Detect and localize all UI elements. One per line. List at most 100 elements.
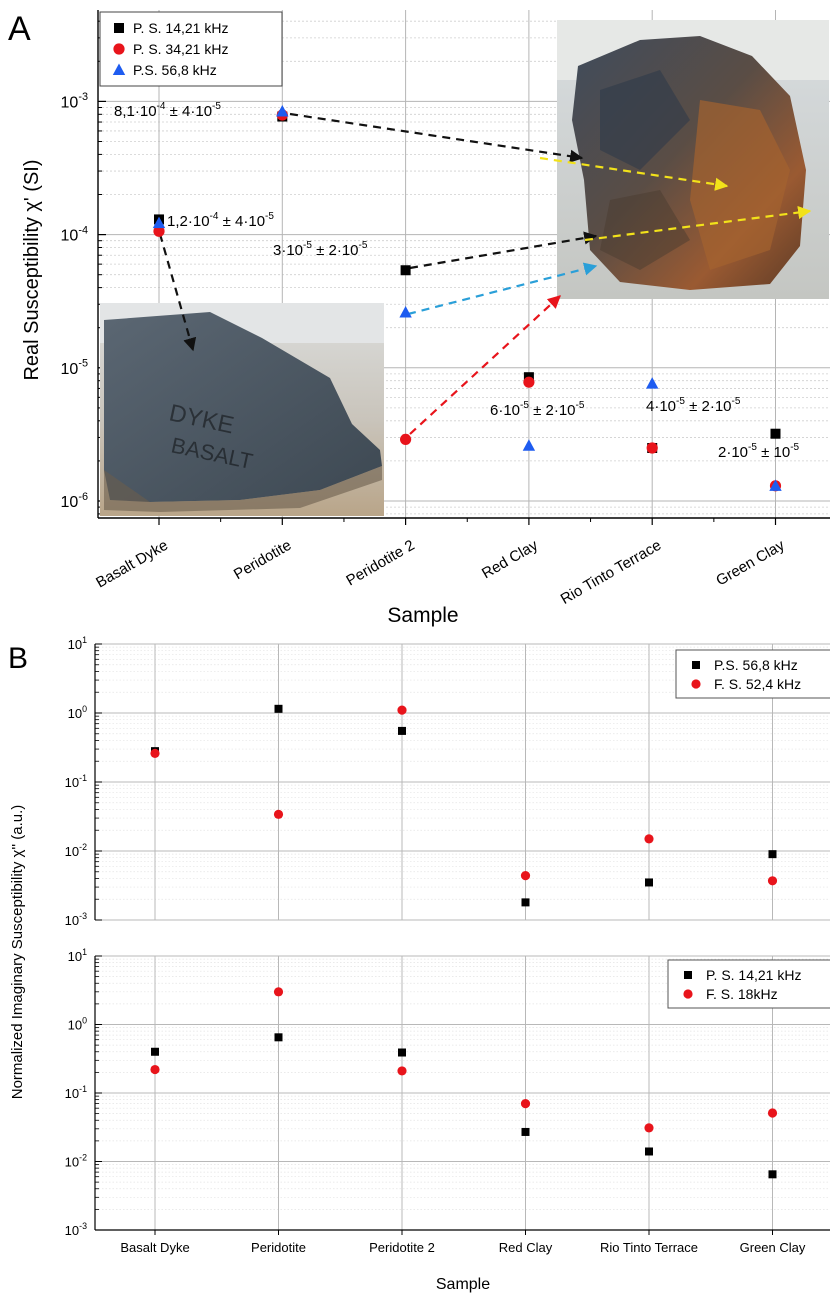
y-tick-label: 10-6: [61, 491, 88, 511]
series-1-point: [768, 850, 777, 859]
series-3-point: [152, 216, 166, 229]
legend-marker-1: [684, 971, 692, 979]
panel-a: A Basalt Dyke Peridotite Peridotite 2 Red C…: [8, 10, 830, 627]
y-tick-label: 10-1: [65, 1084, 87, 1101]
x-tick-label: Peridotite 2: [343, 537, 417, 590]
y-tick-label: 10-3: [65, 911, 87, 928]
black-dashed-arrow: [158, 233, 197, 352]
yellow-dashed-arrow: [539, 156, 729, 191]
panel-b-ylabel: Normalized Imaginary Susceptibility χ'' …: [9, 805, 26, 1100]
legend-box: [675, 649, 830, 699]
series-1-point: [398, 726, 406, 735]
panel-a-legend: P. S. 14,21 kHz P. S. 34,21 kHz P.S. 56,8 …: [99, 11, 283, 87]
legend-label-1: P. S. 14,21 kHz: [706, 967, 801, 983]
series-2-point: [397, 1066, 407, 1076]
legend-marker-1: [692, 661, 700, 669]
panel-b-letter: B: [8, 642, 28, 675]
series-2-point: [646, 442, 658, 454]
series-1-point: [398, 1048, 406, 1057]
legend-marker-2: [683, 989, 693, 999]
y-tick-label: 101: [68, 635, 87, 652]
value-annotation: 6·10-5 ± 2·10-5: [490, 400, 585, 419]
red-dashed-arrow: [409, 295, 561, 435]
series-2-point: [644, 1123, 654, 1133]
series-2-point: [400, 433, 412, 446]
x-tick-label: Green Clay: [713, 536, 788, 589]
yellow-dashed-arrow: [584, 205, 812, 242]
series-1-point: [274, 1033, 283, 1042]
series-2-point: [520, 871, 531, 881]
series-1-point: [400, 265, 411, 276]
series-3-point: [769, 479, 782, 491]
series-1-point: [274, 704, 283, 713]
value-annotation: 3·10-5 ± 2·10-5: [273, 240, 368, 259]
series-2-point: [273, 809, 284, 819]
series-3-point: [646, 377, 659, 389]
black-dashed-arrow: [409, 231, 598, 270]
x-tick-label: Peridotite: [251, 1240, 306, 1255]
x-tick-label: Basalt Dyke: [120, 1240, 189, 1255]
legend-box: [667, 959, 830, 1009]
legend-label-2: F. S. 52,4 kHz: [714, 676, 801, 692]
y-tick-label: 10-2: [65, 842, 87, 859]
x-tick-label: Rio Tinto Terrace: [600, 1240, 698, 1255]
panel-b: B 10-3 10-2 10-1 100 101 P.S. 56,8 kHz F. S. 5…: [8, 635, 830, 1293]
series-1-point: [521, 1127, 530, 1136]
panel-a-arrows: [158, 112, 812, 435]
x-tick-label: Basalt Dyke: [93, 537, 171, 592]
legend-box: [99, 11, 283, 87]
blue-dashed-arrow: [407, 262, 598, 316]
x-tick-label: Red Clay: [479, 536, 541, 582]
series-2-point: [523, 376, 535, 388]
legend-label-3: P.S. 56,8 kHz: [133, 62, 217, 78]
x-tick-label: Peridotite 2: [369, 1240, 435, 1255]
basalt-dyke-photo: DYKE BASALT: [100, 303, 384, 516]
series-2-point: [767, 876, 778, 886]
legend-marker-3: [112, 63, 126, 75]
y-tick-label: 10-4: [61, 224, 88, 244]
value-annotation: 4·10-5 ± 2·10-5: [646, 396, 741, 415]
legend-label-1: P.S. 56,8 kHz: [714, 657, 798, 673]
legend-label-1: P. S. 14,21 kHz: [133, 20, 228, 36]
series-2-point: [520, 1099, 531, 1109]
y-tick-label: 10-1: [65, 773, 87, 790]
series-2-point: [150, 748, 160, 758]
series-1-point: [768, 1170, 777, 1179]
x-tick-label: Rio Tinto Terrace: [558, 537, 664, 608]
value-annotation: 1,2·10-4 ± 4·10-5: [167, 211, 274, 230]
series-3-point: [399, 306, 412, 318]
y-tick-label: 10-5: [61, 358, 88, 378]
x-tick-label: Red Clay: [499, 1240, 553, 1255]
series-3-point: [276, 104, 289, 117]
series-1-point: [770, 428, 781, 439]
series-1-point: [645, 1147, 653, 1156]
y-tick-label: 10-3: [61, 91, 88, 111]
y-tick-label: 10-3: [65, 1221, 87, 1238]
legend-label-2: P. S. 34,21 kHz: [133, 41, 228, 57]
y-tick-label: 100: [68, 1016, 87, 1033]
series-2-point: [397, 705, 407, 715]
panel-a-xlabel: Sample: [387, 604, 458, 627]
series-2-point: [273, 987, 284, 997]
panel-a-points: [152, 104, 782, 492]
series-3-point: [522, 439, 536, 451]
y-tick-label: 10-2: [65, 1153, 87, 1170]
series-1-point: [645, 878, 653, 887]
legend-marker-2: [691, 679, 701, 689]
panel-a-letter: A: [8, 10, 31, 48]
panel-a-ylabel: Real Susceptibility χ' (SI): [21, 159, 43, 380]
value-annotation: 8,1·10-4 ± 4·10-5: [114, 101, 221, 120]
x-tick-label: Peridotite: [231, 537, 294, 583]
legend-label-2: F. S. 18kHz: [706, 986, 778, 1002]
black-dashed-arrow: [289, 112, 584, 163]
series-1-point: [521, 898, 530, 907]
y-tick-label: 101: [68, 947, 87, 964]
series-2-point: [767, 1108, 778, 1118]
legend-marker-2: [113, 43, 125, 55]
panel-a-annotations: 8,1·10-4 ± 4·10-5 1,2·10-4 ± 4·10-5 3·10-5…: [114, 101, 800, 461]
panel-b-top-plot: 10-3 10-2 10-1 100 101 P.S. 56,8 kHz F. S. 52,…: [65, 635, 830, 928]
x-tick-label: Green Clay: [740, 1240, 806, 1255]
series-2-point: [644, 834, 654, 844]
panel-b-xlabel: Sample: [436, 1276, 490, 1293]
